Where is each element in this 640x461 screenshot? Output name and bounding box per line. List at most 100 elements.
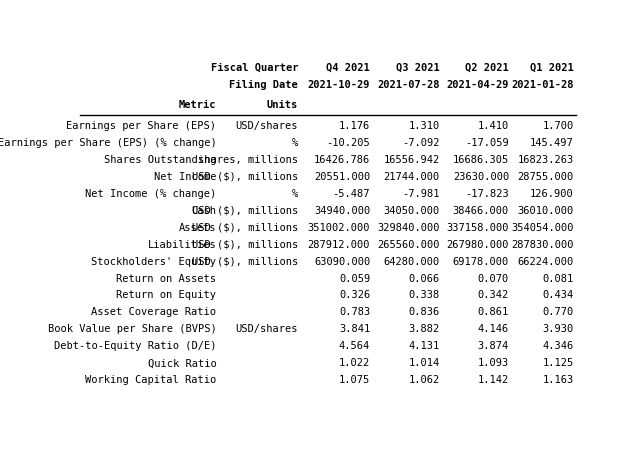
Text: Earnings per Share (EPS): Earnings per Share (EPS): [67, 121, 216, 131]
Text: shares, millions: shares, millions: [198, 155, 298, 165]
Text: Stockholders' Equity: Stockholders' Equity: [92, 256, 216, 266]
Text: 145.497: 145.497: [530, 138, 573, 148]
Text: 16686.305: 16686.305: [452, 155, 509, 165]
Text: 265560.000: 265560.000: [377, 240, 440, 249]
Text: -17.823: -17.823: [465, 189, 509, 199]
Text: Units: Units: [267, 100, 298, 110]
Text: 38466.000: 38466.000: [452, 206, 509, 216]
Text: Q4 2021: Q4 2021: [326, 63, 370, 73]
Text: 28755.000: 28755.000: [517, 171, 573, 182]
Text: Metric: Metric: [179, 100, 216, 110]
Text: -7.981: -7.981: [402, 189, 440, 199]
Text: USD ($), millions: USD ($), millions: [192, 171, 298, 182]
Text: Liabilities: Liabilities: [148, 240, 216, 249]
Text: 1.062: 1.062: [408, 375, 440, 385]
Text: Working Capital Ratio: Working Capital Ratio: [85, 375, 216, 385]
Text: 34050.000: 34050.000: [383, 206, 440, 216]
Text: USD ($), millions: USD ($), millions: [192, 223, 298, 233]
Text: 20551.000: 20551.000: [314, 171, 370, 182]
Text: 4.131: 4.131: [408, 341, 440, 351]
Text: Earnings per Share (EPS) (% change): Earnings per Share (EPS) (% change): [0, 138, 216, 148]
Text: 21744.000: 21744.000: [383, 171, 440, 182]
Text: -5.487: -5.487: [333, 189, 370, 199]
Text: 267980.000: 267980.000: [447, 240, 509, 249]
Text: 1.176: 1.176: [339, 121, 370, 131]
Text: 3.882: 3.882: [408, 325, 440, 334]
Text: Return on Assets: Return on Assets: [116, 273, 216, 284]
Text: 2021-01-28: 2021-01-28: [511, 80, 573, 90]
Text: 0.326: 0.326: [339, 290, 370, 301]
Text: 2021-07-28: 2021-07-28: [377, 80, 440, 90]
Text: 0.783: 0.783: [339, 307, 370, 318]
Text: Debt-to-Equity Ratio (D/E): Debt-to-Equity Ratio (D/E): [54, 341, 216, 351]
Text: 0.770: 0.770: [542, 307, 573, 318]
Text: 3.930: 3.930: [542, 325, 573, 334]
Text: Cash: Cash: [191, 206, 216, 216]
Text: 329840.000: 329840.000: [377, 223, 440, 233]
Text: 69178.000: 69178.000: [452, 256, 509, 266]
Text: Q3 2021: Q3 2021: [396, 63, 440, 73]
Text: 1.093: 1.093: [478, 358, 509, 368]
Text: 354054.000: 354054.000: [511, 223, 573, 233]
Text: Net Income: Net Income: [154, 171, 216, 182]
Text: 126.900: 126.900: [530, 189, 573, 199]
Text: USD ($), millions: USD ($), millions: [192, 240, 298, 249]
Text: 34940.000: 34940.000: [314, 206, 370, 216]
Text: Q1 2021: Q1 2021: [530, 63, 573, 73]
Text: 1.022: 1.022: [339, 358, 370, 368]
Text: 0.861: 0.861: [478, 307, 509, 318]
Text: USD ($), millions: USD ($), millions: [192, 206, 298, 216]
Text: 0.066: 0.066: [408, 273, 440, 284]
Text: Fiscal Quarter: Fiscal Quarter: [211, 63, 298, 73]
Text: 3.874: 3.874: [478, 341, 509, 351]
Text: %: %: [292, 138, 298, 148]
Text: 16556.942: 16556.942: [383, 155, 440, 165]
Text: Quick Ratio: Quick Ratio: [148, 358, 216, 368]
Text: 0.434: 0.434: [542, 290, 573, 301]
Text: -17.059: -17.059: [465, 138, 509, 148]
Text: Assets: Assets: [179, 223, 216, 233]
Text: 3.841: 3.841: [339, 325, 370, 334]
Text: USD/shares: USD/shares: [236, 121, 298, 131]
Text: 0.059: 0.059: [339, 273, 370, 284]
Text: 1.410: 1.410: [478, 121, 509, 131]
Text: 0.338: 0.338: [408, 290, 440, 301]
Text: 66224.000: 66224.000: [517, 256, 573, 266]
Text: 16426.786: 16426.786: [314, 155, 370, 165]
Text: 337158.000: 337158.000: [447, 223, 509, 233]
Text: 2021-04-29: 2021-04-29: [447, 80, 509, 90]
Text: 23630.000: 23630.000: [452, 171, 509, 182]
Text: 4.564: 4.564: [339, 341, 370, 351]
Text: 16823.263: 16823.263: [517, 155, 573, 165]
Text: Q2 2021: Q2 2021: [465, 63, 509, 73]
Text: 1.163: 1.163: [542, 375, 573, 385]
Text: 1.075: 1.075: [339, 375, 370, 385]
Text: Net Income (% change): Net Income (% change): [85, 189, 216, 199]
Text: -7.092: -7.092: [402, 138, 440, 148]
Text: Return on Equity: Return on Equity: [116, 290, 216, 301]
Text: 0.081: 0.081: [542, 273, 573, 284]
Text: 0.070: 0.070: [478, 273, 509, 284]
Text: 1.310: 1.310: [408, 121, 440, 131]
Text: 2021-10-29: 2021-10-29: [308, 80, 370, 90]
Text: 4.346: 4.346: [542, 341, 573, 351]
Text: %: %: [292, 189, 298, 199]
Text: 63090.000: 63090.000: [314, 256, 370, 266]
Text: 287912.000: 287912.000: [308, 240, 370, 249]
Text: 1.125: 1.125: [542, 358, 573, 368]
Text: 1.142: 1.142: [478, 375, 509, 385]
Text: 4.146: 4.146: [478, 325, 509, 334]
Text: 1.700: 1.700: [542, 121, 573, 131]
Text: 0.342: 0.342: [478, 290, 509, 301]
Text: Book Value per Share (BVPS): Book Value per Share (BVPS): [47, 325, 216, 334]
Text: USD/shares: USD/shares: [236, 325, 298, 334]
Text: Shares Outstanding: Shares Outstanding: [104, 155, 216, 165]
Text: 351002.000: 351002.000: [308, 223, 370, 233]
Text: 64280.000: 64280.000: [383, 256, 440, 266]
Text: 1.014: 1.014: [408, 358, 440, 368]
Text: USD ($), millions: USD ($), millions: [192, 256, 298, 266]
Text: Asset Coverage Ratio: Asset Coverage Ratio: [92, 307, 216, 318]
Text: 287830.000: 287830.000: [511, 240, 573, 249]
Text: -10.205: -10.205: [326, 138, 370, 148]
Text: 36010.000: 36010.000: [517, 206, 573, 216]
